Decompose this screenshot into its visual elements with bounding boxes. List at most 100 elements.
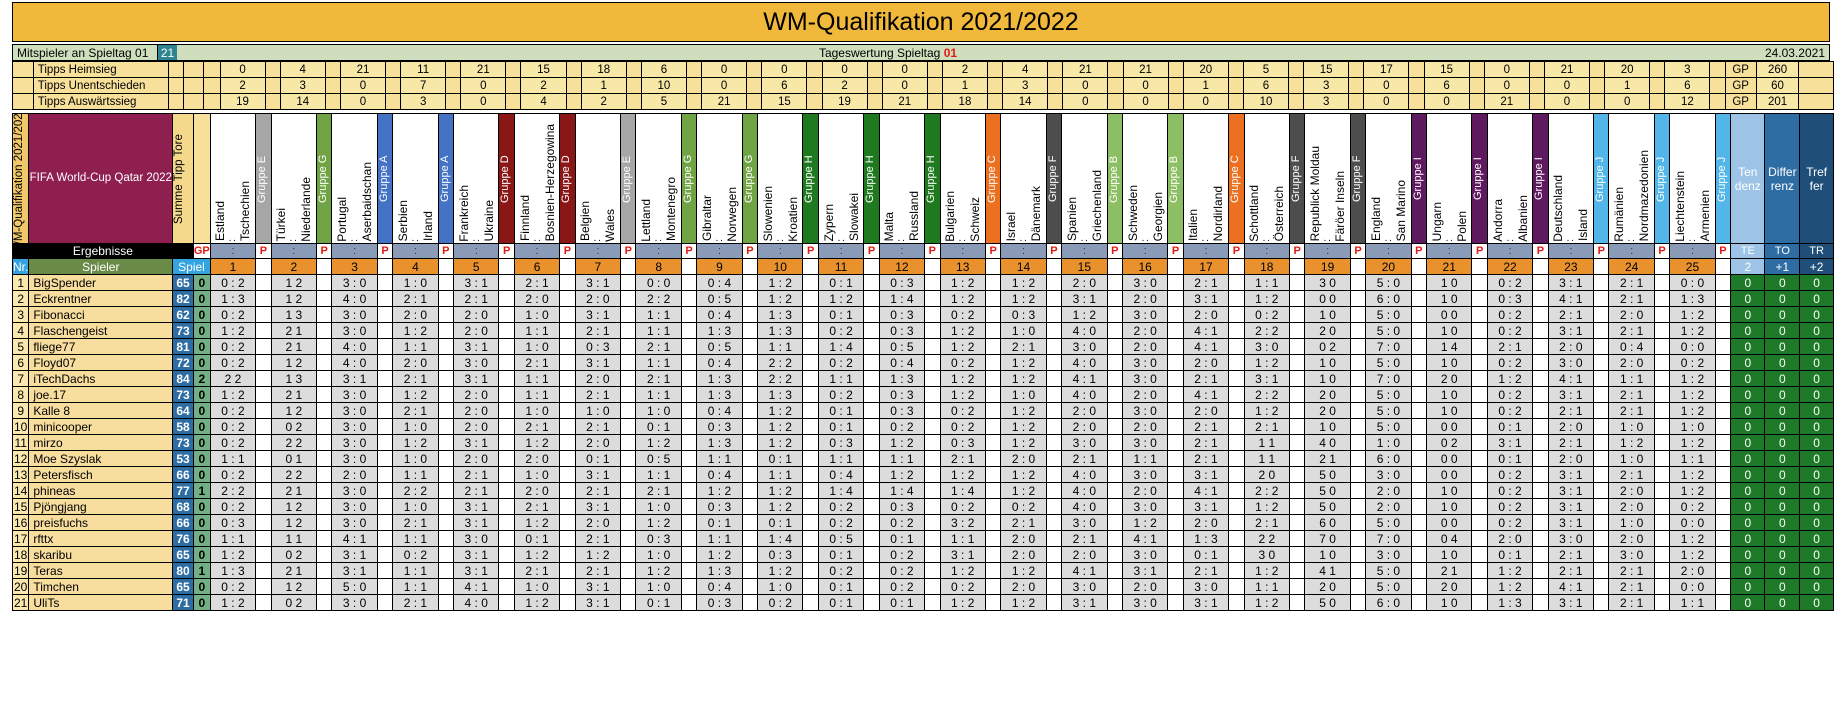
tip-cell[interactable]: 0 1 [270,450,317,467]
tip-cell[interactable]: 0 : 4 [696,578,743,595]
tip-cell[interactable]: 1 : 2 [939,466,986,483]
player-name[interactable]: UliTs [28,594,174,611]
tip-cell[interactable]: 1 : 1 [817,370,865,387]
tip-cell[interactable]: 3 : 0 [1121,594,1169,611]
result-input-23[interactable]: : [1547,243,1595,259]
tip-cell[interactable]: 1 : 2 [1243,562,1290,579]
tip-cell[interactable]: 2 : 0 [453,386,500,403]
tip-cell[interactable]: 3 : 1 [1547,498,1595,515]
tip-cell[interactable]: 2 : 1 [635,370,682,387]
tip-cell[interactable]: 1 : 0 [392,450,439,467]
result-input-10[interactable]: : [757,243,804,259]
tip-cell[interactable]: 3 : 1 [574,594,622,611]
tip-cell[interactable]: 7 0 [1304,530,1351,547]
tip-cell[interactable]: 0 : 2 [209,466,257,483]
tip-cell[interactable]: 3 : 0 [1121,466,1169,483]
tip-cell[interactable]: 1 0 [1426,386,1473,403]
tip-cell[interactable]: 1 : 2 [1243,594,1290,611]
tip-cell[interactable]: 4 1 [1304,562,1351,579]
tip-cell[interactable]: 0 : 2 [209,338,257,355]
tip-cell[interactable]: 0 : 1 [574,450,622,467]
tip-cell[interactable]: 1 : 2 [696,482,743,499]
tip-cell[interactable]: 2 : 1 [1243,418,1290,435]
tip-cell[interactable]: 0 : 2 [1000,498,1047,515]
tip-cell[interactable]: 3 : 0 [1061,578,1108,595]
tip-cell[interactable]: 2 : 1 [1547,562,1595,579]
tip-cell[interactable]: 1 : 1 [817,450,865,467]
tip-cell[interactable]: 1 : 2 [757,402,804,419]
result-input-5[interactable]: : [453,243,500,259]
tip-cell[interactable]: 3 : 1 [1486,434,1534,451]
tip-cell[interactable]: 0 : 1 [513,530,561,547]
tip-cell[interactable]: 2 1 [1426,562,1473,579]
tip-cell[interactable]: 0 : 3 [878,402,926,419]
tip-cell[interactable]: 1 2 [270,354,317,371]
tip-cell[interactable]: 3 : 1 [574,274,622,291]
tip-cell[interactable]: 3 : 0 [331,402,378,419]
tip-cell[interactable]: 2 0 [1426,370,1473,387]
tip-cell[interactable]: 1 0 [1426,274,1473,291]
tip-cell[interactable]: 0 : 1 [878,594,926,611]
tip-cell[interactable]: 0 : 0 [635,274,682,291]
tip-cell[interactable]: 1 3 [270,370,317,387]
tip-cell[interactable]: 2 : 0 [1608,482,1655,499]
result-input-11[interactable]: : [817,243,865,259]
tip-cell[interactable]: 3 : 0 [331,306,378,323]
tip-cell[interactable]: 1 : 4 [878,482,926,499]
tip-cell[interactable]: 0 0 [1304,290,1351,307]
tip-cell[interactable]: 1 : 2 [635,434,682,451]
tip-cell[interactable]: 3 : 1 [453,514,500,531]
tip-cell[interactable]: 1 0 [1426,498,1473,515]
tip-cell[interactable]: 1 : 2 [939,594,986,611]
tip-cell[interactable]: 2 : 0 [1182,306,1230,323]
tip-cell[interactable]: 3 : 0 [1365,546,1412,563]
tip-cell[interactable]: 2 : 1 [1061,530,1108,547]
player-name[interactable]: Eckrentner [28,290,174,307]
tip-cell[interactable]: 1 0 [1304,354,1351,371]
player-name[interactable]: Timchen [28,578,174,595]
tip-cell[interactable]: 1 0 [1426,322,1473,339]
tip-cell[interactable]: 2 : 1 [513,354,561,371]
tip-cell[interactable]: 2 : 1 [453,482,500,499]
tip-cell[interactable]: 2 : 1 [453,290,500,307]
tip-cell[interactable]: 0 : 2 [878,514,926,531]
tip-cell[interactable]: 2 : 0 [453,402,500,419]
tip-cell[interactable]: 2 1 [270,386,317,403]
tip-cell[interactable]: 0 : 2 [939,402,986,419]
tip-cell[interactable]: 2 : 1 [574,482,622,499]
tip-cell[interactable]: 6 : 0 [1365,450,1412,467]
tip-cell[interactable]: 1 : 2 [939,274,986,291]
tip-cell[interactable]: 2 0 [1304,402,1351,419]
tip-cell[interactable]: 0 : 4 [696,274,743,291]
tip-cell[interactable]: 3 : 1 [331,370,378,387]
tip-cell[interactable]: 2 : 1 [513,418,561,435]
player-name[interactable]: mirzo [28,434,174,451]
tip-cell[interactable]: 0 : 1 [1486,418,1534,435]
tip-cell[interactable]: 3 : 0 [1121,274,1169,291]
tip-cell[interactable]: 1 : 1 [513,322,561,339]
tip-cell[interactable]: 1 : 1 [392,530,439,547]
tip-cell[interactable]: 0 : 2 [1486,306,1534,323]
tip-cell[interactable]: 1 : 0 [1000,322,1047,339]
tip-cell[interactable]: 5 0 [1304,466,1351,483]
tip-cell[interactable]: 0 : 1 [817,274,865,291]
tip-cell[interactable]: 0 : 2 [209,354,257,371]
tip-cell[interactable]: 1 : 1 [1121,450,1169,467]
tip-cell[interactable]: 3 : 0 [331,322,378,339]
player-name[interactable]: Pjöngjang [28,498,174,515]
tip-cell[interactable]: 4 : 1 [1547,578,1595,595]
tip-cell[interactable]: 5 0 [1304,498,1351,515]
tip-cell[interactable]: 3 : 0 [453,354,500,371]
tip-cell[interactable]: 0 : 2 [209,578,257,595]
tip-cell[interactable]: 1 : 4 [878,290,926,307]
tip-cell[interactable]: 2 : 0 [1121,338,1169,355]
tip-cell[interactable]: 0 : 3 [696,418,743,435]
tip-cell[interactable]: 1 : 0 [513,306,561,323]
tip-cell[interactable]: 3 : 1 [453,338,500,355]
tip-cell[interactable]: 3 : 1 [453,498,500,515]
tip-cell[interactable]: 1 : 0 [1608,514,1655,531]
tip-cell[interactable]: 1 : 0 [513,338,561,355]
